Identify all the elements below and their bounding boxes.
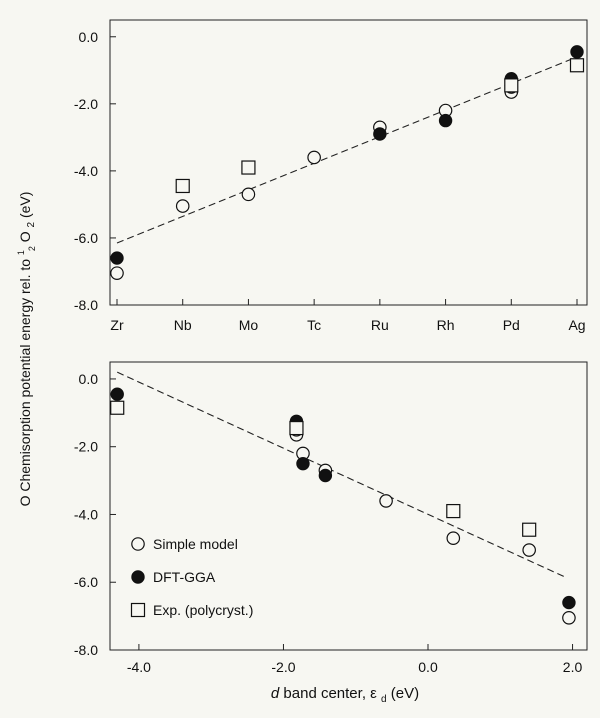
panel1-y-tick-label-6-0: -6.0 [74,230,98,246]
panel-top-element-trend: 0.0 -2.0 -4.0 -6.0 -8.0 Zr Nb Mo Tc Ru Rh Pd Ag [74,19,588,333]
panel1-series-exp-polycryst [175,58,585,194]
panel1-y-tick-label-4-0: -4.0 [74,163,98,179]
panel1-x-tick-label-ag: Ag [568,317,585,333]
panel2-y-tick-label-2-0: -2.0 [74,439,98,455]
panel2-legend-marker-simple-model [131,537,145,551]
panel2-dft-gga-point-1 [110,387,124,401]
panel1-dft-gga-point-1 [110,251,124,265]
panel2-x-tick-label-0-0: 0.0 [418,659,438,675]
panel1-x-tick-label-zr: Zr [110,317,124,333]
panel2-exp-polycryst-point-3 [446,503,461,519]
panel1-dft-gga-point-2 [373,127,387,141]
panel1-fit-line [116,56,578,244]
panel1-y-tick-label-8-0: -8.0 [74,297,98,313]
panel1-exp-polycryst-point-4 [569,58,585,73]
panel2-simple-model-point-5 [379,494,393,508]
y-axis-label-frac-num: 1 [16,250,26,255]
y-axis-label-unit: (eV) [17,192,33,218]
panel2-dft-gga-point-4 [318,468,333,483]
panel1-dft-gga-point-5 [570,45,584,59]
panel2-exp-polycryst-point-4 [522,522,537,537]
x-axis-label: d band center, ε d (eV) [271,685,419,706]
panel2-series-dft-gga [110,387,576,610]
panel1-simple-model-point-3 [241,187,256,202]
panel1-simple-model-point-4 [307,150,321,165]
x-axis-label-d: d [271,685,280,702]
panel2-dft-gga-point-3 [296,456,310,471]
panel1-simple-model-point-2 [175,199,190,213]
y-axis-label-frac-den: 2 [27,246,37,251]
panel2-legend-marker-dft-gga [131,570,145,584]
panel2-dft-gga-point-5 [562,595,576,610]
panel2-legend-marker-exp-polycryst [130,602,146,618]
panel2-simple-model-point-8 [562,611,576,625]
panel-bottom-d-band-center: 0.0 -2.0 -4.0 -6.0 -8.0 -4.0 -2.0 0.0 2.0 Simple … [74,361,588,675]
y-axis-label-species: O [17,231,33,242]
panel2-legend: Simple model DFT-GGA Exp. (polycryst.) [130,536,253,618]
panel1-dft-gga-point-3 [438,113,453,128]
panel2-x-tick-label-2-0: -2.0 [271,659,295,675]
panel2-exp-polycryst-point-1 [110,400,125,415]
panel2-series-exp-polycryst [110,400,537,537]
panel2-fit-line [116,371,566,578]
panel1-series-simple-model [110,80,519,280]
panel1-exp-polycryst-point-2 [241,160,256,175]
panel1-exp-polycryst-point-3 [504,78,519,93]
panel1-x-tick-label-tc: Tc [307,317,321,333]
panel2-legend-label-dft-gga: DFT-GGA [153,569,216,585]
panel1-y-tick-label-0-0: 0.0 [79,29,99,45]
panel1-exp-polycryst-point-1 [175,178,190,194]
y-axis-label-main: O Chemisorption potential energy rel. to [17,255,33,506]
panel1-plot-frame [109,19,588,306]
panel1-x-tick-label-rh: Rh [437,317,455,333]
x-axis-label-sub: d [381,694,387,705]
panel2-legend-label-simple-model: Simple model [153,536,238,552]
panel2-x-tick-label-4-0: -4.0 [127,659,151,675]
panel1-x-tick-label-nb: Nb [174,317,192,333]
panel2-exp-polycryst-point-2 [289,420,304,436]
x-axis-label-mid: band center, ε [283,685,377,702]
panel2-x-tick-label-2-0: 2.0 [563,659,583,675]
panel1-x-tick-label-mo: Mo [239,317,259,333]
panel1-simple-model-point-1 [110,266,124,280]
panel2-y-tick-label-8-0: -8.0 [74,642,98,658]
panel2-y-tick-label-0-0: 0.0 [79,371,99,387]
panel1-x-tick-label-pd: Pd [503,317,520,333]
panel2-plot-frame [109,361,588,651]
y-axis-label: O Chemisorption potential energy rel. to… [11,192,38,507]
panel1-x-tick-label-ru: Ru [371,317,389,333]
y-axis-label-sub: 2 [26,221,37,227]
panel2-y-tick-label-4-0: -4.0 [74,506,98,522]
panel2-simple-model-point-7 [522,543,536,557]
panel2-y-tick-label-6-0: -6.0 [74,574,98,590]
panel2-legend-label-exp-polycryst: Exp. (polycryst.) [153,602,253,618]
x-axis-label-unit: (eV) [391,685,419,702]
panel1-y-tick-label-2-0: -2.0 [74,96,98,112]
panel2-simple-model-point-6 [446,531,461,545]
